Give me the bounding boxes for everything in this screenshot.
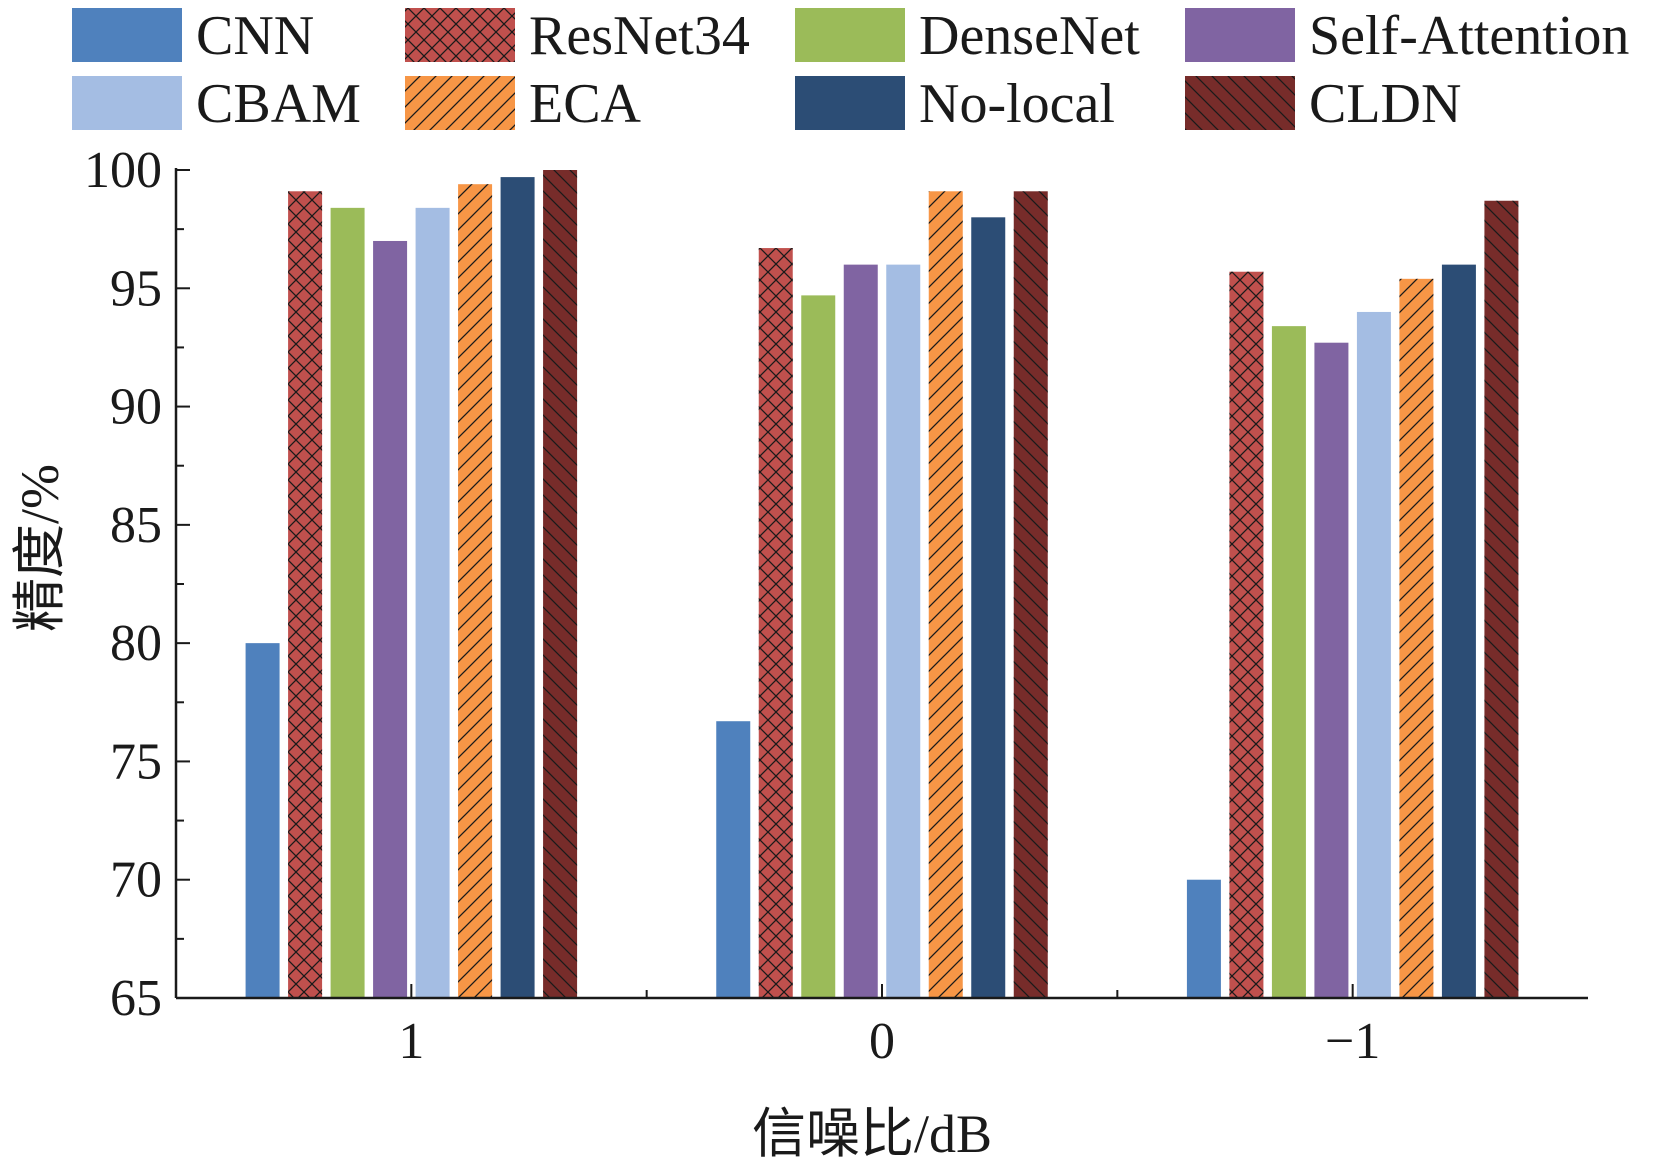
x-tick-label: 0 — [869, 1013, 895, 1070]
y-tick-label: 90 — [110, 379, 162, 436]
bar-eca-0-hatch — [458, 184, 493, 999]
legend-label-cnn: CNN — [196, 5, 314, 67]
legend-swatch-resnet34-hatch — [405, 8, 515, 62]
legend-label-eca: ECA — [529, 73, 642, 135]
legend-swatch-cnn — [72, 8, 182, 62]
bar-cnn-2 — [1186, 879, 1221, 998]
legend-swatch-eca-hatch — [405, 76, 515, 130]
legend-swatch-cbam — [72, 76, 182, 130]
bar-self-attention-2 — [1314, 342, 1349, 998]
y-tick-label: 100 — [84, 142, 162, 199]
bar-resnet34-1-hatch — [758, 248, 793, 998]
y-tick-label: 65 — [110, 970, 162, 1027]
bar-eca-2-hatch — [1399, 278, 1434, 998]
bar-cbam-0 — [415, 207, 450, 998]
y-tick-label: 75 — [110, 733, 162, 790]
y-axis-title: 精度/% — [10, 464, 70, 632]
legend-label-cldn: CLDN — [1309, 73, 1461, 135]
bar-cbam-2 — [1356, 311, 1391, 998]
bar-self-attention-1 — [843, 264, 878, 999]
bar-no-local-0 — [500, 177, 535, 998]
bar-no-local-2 — [1441, 264, 1476, 999]
x-tick-label: −1 — [1325, 1013, 1380, 1070]
y-tick-label: 95 — [110, 260, 162, 317]
bar-cldn-2-hatch — [1484, 200, 1519, 999]
bar-cldn-1-hatch — [1013, 191, 1048, 998]
legend-label-no-local: No-local — [919, 73, 1115, 135]
legend-swatch-no-local — [795, 76, 905, 130]
y-tick-label: 70 — [110, 852, 162, 909]
bar-densenet-2 — [1271, 326, 1306, 998]
bar-resnet34-2-hatch — [1229, 271, 1264, 998]
legend-swatch-densenet — [795, 8, 905, 62]
legend-label-resnet34: ResNet34 — [529, 5, 750, 67]
plot-area — [245, 170, 1519, 999]
x-tick-label: 1 — [398, 1013, 424, 1070]
bar-densenet-0 — [330, 207, 365, 998]
bar-cnn-0 — [245, 643, 280, 998]
legend-swatch-cldn-hatch — [1185, 76, 1295, 130]
bar-self-attention-0 — [373, 240, 408, 998]
bar-cbam-1 — [886, 264, 921, 999]
bar-cldn-0-hatch — [543, 170, 578, 998]
bar-eca-1-hatch — [928, 191, 963, 998]
x-axis-title: 信噪比/dB — [752, 1104, 992, 1164]
bar-cnn-1 — [716, 721, 751, 998]
y-tick-label: 85 — [110, 497, 162, 554]
bar-densenet-1 — [801, 295, 836, 999]
bar-no-local-1 — [971, 217, 1006, 999]
legend-label-cbam: CBAM — [196, 73, 361, 135]
y-tick-label: 80 — [110, 615, 162, 672]
legend: CNN ResNet34 DenseNet Self-Attention CBAM ECA… — [72, 5, 1629, 135]
legend-label-self-attention: Self-Attention — [1309, 5, 1629, 67]
axes: 精度/% 信噪比/dB 65 70 75 80 85 90 95 100 1 0 −1 — [10, 142, 1588, 1164]
bar-resnet34-0-hatch — [288, 191, 323, 998]
legend-swatch-self-attention — [1185, 8, 1295, 62]
legend-label-densenet: DenseNet — [919, 5, 1140, 67]
